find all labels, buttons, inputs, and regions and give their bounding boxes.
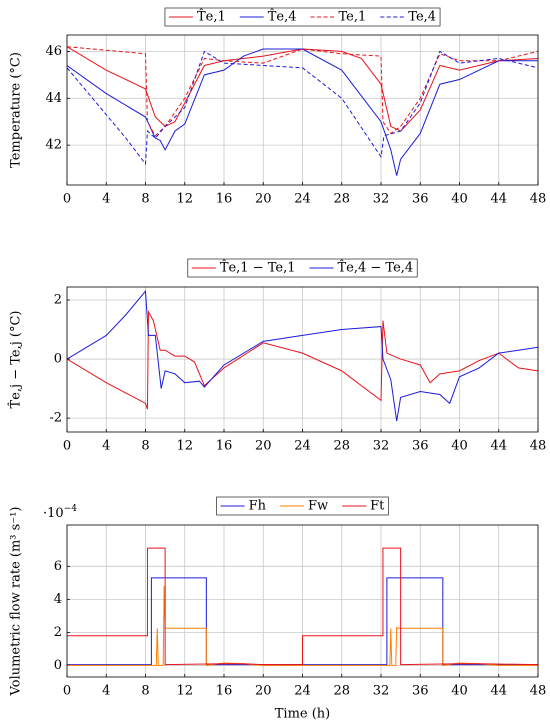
y-multiplier-base: ·10 — [43, 506, 64, 521]
x-tick-label: 40 — [451, 684, 468, 699]
series-line — [67, 46, 538, 137]
legend-item: Fw — [280, 499, 328, 514]
y-tick-label: 44 — [45, 91, 62, 106]
legend-frame — [187, 258, 418, 278]
x-tick-label: 20 — [255, 684, 272, 699]
x-tick-label: 20 — [255, 439, 272, 454]
y-axis-label: Volumetric flow rate (m³ s⁻¹) — [9, 507, 24, 697]
legend: T̂e,1 − Te,1 T̂e,4 − Te,4 — [191, 259, 414, 276]
y-tick-label: 0 — [54, 658, 62, 673]
x-tick-label: 44 — [490, 439, 507, 454]
legend-label: T̂e,4 − Te,4 — [338, 259, 414, 275]
legend: T̂e,1 T̂e,4 Te,1 Te,4 — [168, 8, 436, 25]
x-tick-label: 12 — [176, 684, 193, 699]
x-tick-label: 28 — [333, 439, 350, 454]
x-axis-label: Time (h) — [275, 707, 331, 722]
x-tick-label: 44 — [490, 192, 507, 207]
x-tick-label: 32 — [373, 192, 390, 207]
x-tick-label: 32 — [373, 684, 390, 699]
legend-label: T̂e,4 — [268, 8, 297, 24]
plot-frame — [66, 524, 539, 678]
x-tick-label: 4 — [102, 684, 110, 699]
y-multiplier: ·10−4 — [43, 504, 77, 521]
x-tick-label: 24 — [294, 439, 311, 454]
x-tick-label: 44 — [490, 684, 507, 699]
legend-label: Te,4 — [408, 10, 436, 25]
y-tick-label: -2 — [49, 411, 62, 426]
legend-item: Te,1 — [310, 10, 367, 25]
x-tick-label: 36 — [412, 192, 429, 207]
x-tick-label: 24 — [294, 684, 311, 699]
legend: Fh Fw Ft — [220, 499, 385, 514]
x-tick-label: 28 — [333, 192, 350, 207]
y-tick-label: 42 — [45, 138, 62, 153]
x-tick-label: 16 — [216, 192, 233, 207]
x-tick-label: 32 — [373, 439, 390, 454]
y-tick-label: 46 — [45, 44, 62, 59]
x-tick-label: 24 — [294, 192, 311, 207]
x-tick-label: 36 — [412, 684, 429, 699]
series-line — [67, 309, 538, 410]
legend-item: T̂e,1 − Te,1 — [191, 259, 296, 276]
x-tick-label: 48 — [530, 684, 547, 699]
series-line — [67, 50, 538, 166]
legend-item: T̂e,4 — [239, 8, 297, 25]
x-tick-label: 12 — [176, 439, 193, 454]
legend-label: T̂e,1 — [197, 8, 226, 24]
plot-frame — [66, 286, 539, 433]
x-tick-label: 8 — [141, 192, 149, 207]
y-axis-label: Temperature (°C) — [9, 52, 24, 168]
series-line — [67, 547, 538, 666]
x-tick-label: 40 — [451, 192, 468, 207]
legend-label: Ft — [370, 499, 385, 514]
x-tick-label: 8 — [141, 439, 149, 454]
legend-frame — [164, 7, 441, 27]
legend-label: Fw — [308, 499, 328, 514]
series-line — [67, 289, 538, 422]
legend-label: Fh — [249, 499, 267, 514]
legend-item: Fh — [220, 499, 267, 514]
legend-item: Te,4 — [380, 10, 436, 25]
x-tick-label: 48 — [530, 192, 547, 207]
x-tick-label: 0 — [63, 192, 71, 207]
x-tick-label: 16 — [216, 439, 233, 454]
y-tick-label: 2 — [54, 625, 62, 640]
x-tick-label: 48 — [530, 439, 547, 454]
plot-frame — [66, 34, 539, 186]
x-tick-label: 0 — [63, 684, 71, 699]
y-tick-label: 4 — [54, 592, 62, 607]
x-tick-label: 8 — [141, 684, 149, 699]
legend-item: T̂e,1 — [168, 8, 226, 25]
x-tick-label: 40 — [451, 439, 468, 454]
legend-label: T̂e,1 − Te,1 — [220, 259, 296, 275]
x-tick-label: 12 — [176, 192, 193, 207]
x-tick-label: 4 — [102, 439, 110, 454]
x-tick-label: 16 — [216, 684, 233, 699]
y-tick-label: 0 — [54, 352, 62, 367]
x-tick-label: 0 — [63, 439, 71, 454]
legend-label: Te,1 — [339, 10, 367, 25]
x-tick-label: 36 — [412, 439, 429, 454]
x-tick-label: 4 — [102, 192, 110, 207]
x-tick-label: 28 — [333, 684, 350, 699]
y-multiplier-exp: −4 — [64, 504, 78, 514]
legend-item: T̂e,4 − Te,4 — [309, 259, 414, 276]
series-line — [67, 586, 538, 667]
legend-item: Ft — [342, 499, 385, 514]
x-tick-label: 20 — [255, 192, 272, 207]
y-tick-label: 2 — [54, 292, 62, 307]
y-tick-label: 6 — [54, 559, 62, 574]
series-line — [67, 48, 538, 176]
y-axis-label: T̂e,j − Te,j (°C) — [7, 311, 23, 409]
